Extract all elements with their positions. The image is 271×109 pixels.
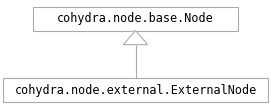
Bar: [3, 78, 268, 102]
Text: cohydra.node.base.Node: cohydra.node.base.Node: [57, 12, 214, 25]
Polygon shape: [123, 31, 148, 45]
Bar: [33, 7, 238, 31]
Text: cohydra.node.external.ExternalNode: cohydra.node.external.ExternalNode: [14, 84, 257, 97]
